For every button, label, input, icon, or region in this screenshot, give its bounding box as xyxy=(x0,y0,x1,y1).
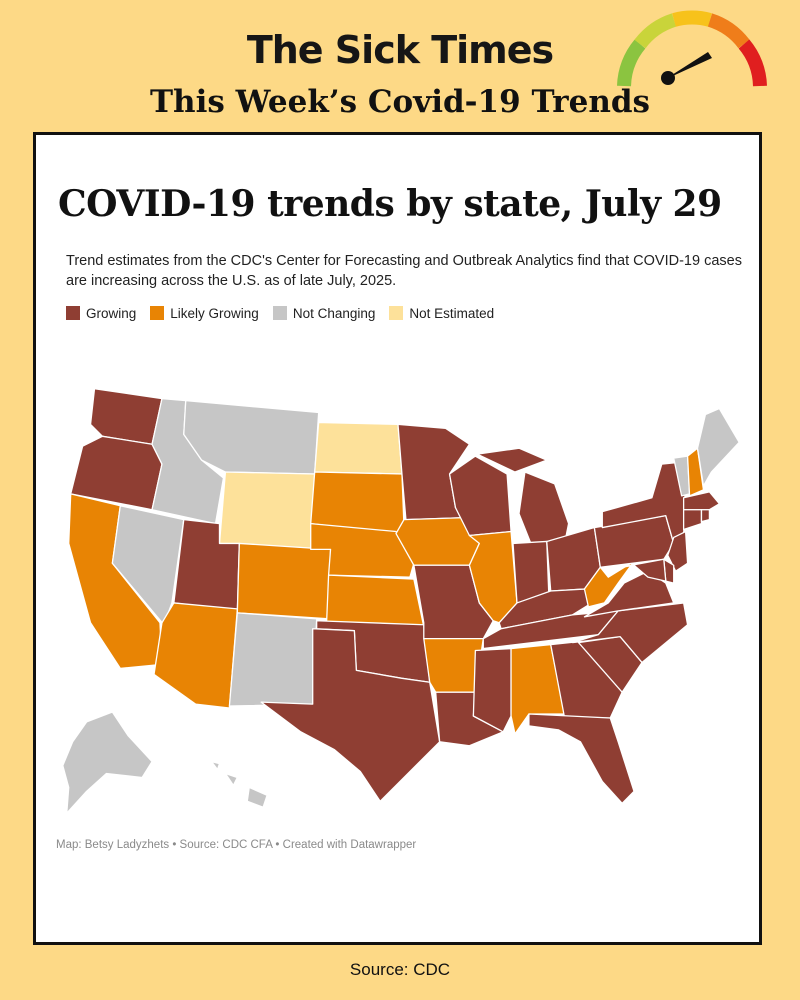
state-mi-upper[interactable] xyxy=(476,447,548,473)
state-ms[interactable] xyxy=(472,647,512,733)
gauge-icon xyxy=(617,10,767,87)
state-ks[interactable] xyxy=(325,574,425,628)
state-nj[interactable] xyxy=(667,530,689,572)
legend-label-not-estimated: Not Estimated xyxy=(409,305,495,321)
state-wy[interactable] xyxy=(218,471,316,553)
state-wa[interactable] xyxy=(89,388,163,445)
legend: Growing Likely Growing Not Changing Not … xyxy=(66,303,508,323)
state-nm[interactable] xyxy=(228,612,318,707)
legend-swatch-not-estimated xyxy=(389,306,404,320)
state-nc[interactable] xyxy=(571,602,689,664)
state-wv[interactable] xyxy=(583,560,635,608)
legend-label-growing: Growing xyxy=(86,305,137,321)
map-credit: Map: Betsy Ladyzhets • Source: CDC CFA •… xyxy=(56,839,417,851)
legend-item-not-changing: Not Changing xyxy=(272,305,376,321)
legend-item-likely-growing: Likely Growing xyxy=(150,306,259,321)
state-il[interactable] xyxy=(468,530,518,624)
state-md[interactable] xyxy=(609,558,667,582)
state-ct[interactable] xyxy=(682,509,703,531)
map-description: Trend estimates from the CDC's Center fo… xyxy=(66,253,742,289)
brand-title: The Sick Times xyxy=(246,28,554,72)
state-mi[interactable] xyxy=(518,471,570,545)
legend-swatch-not-changing xyxy=(272,306,287,320)
source-caption: Source: CDC xyxy=(349,960,451,979)
legend-label-not-changing: Not Changing xyxy=(292,305,376,321)
state-az[interactable] xyxy=(153,602,238,709)
state-me[interactable] xyxy=(696,407,740,487)
state-ak[interactable] xyxy=(62,711,153,814)
legend-item-growing: Growing xyxy=(66,306,136,321)
chart-card: COVID-19 trends by state, July 29 Trend … xyxy=(33,132,762,945)
page-headline: This Week’s Covid-19 Trends xyxy=(149,84,651,120)
state-ma[interactable] xyxy=(682,491,720,511)
legend-label-likely-growing: Likely Growing xyxy=(170,305,259,321)
state-co[interactable] xyxy=(236,542,332,620)
state-nh[interactable] xyxy=(686,447,705,497)
us-state-map xyxy=(62,388,740,814)
map-title: COVID-19 trends by state, July 29 xyxy=(58,183,722,225)
legend-item-not-estimated: Not Estimated xyxy=(389,306,494,321)
state-tx[interactable] xyxy=(260,628,441,802)
state-fl[interactable] xyxy=(528,713,635,804)
legend-swatch-likely-growing xyxy=(150,306,165,320)
state-nd[interactable] xyxy=(314,421,403,475)
state-hi[interactable] xyxy=(210,760,268,808)
state-ri[interactable] xyxy=(700,509,711,523)
legend-swatch-growing xyxy=(66,306,80,320)
